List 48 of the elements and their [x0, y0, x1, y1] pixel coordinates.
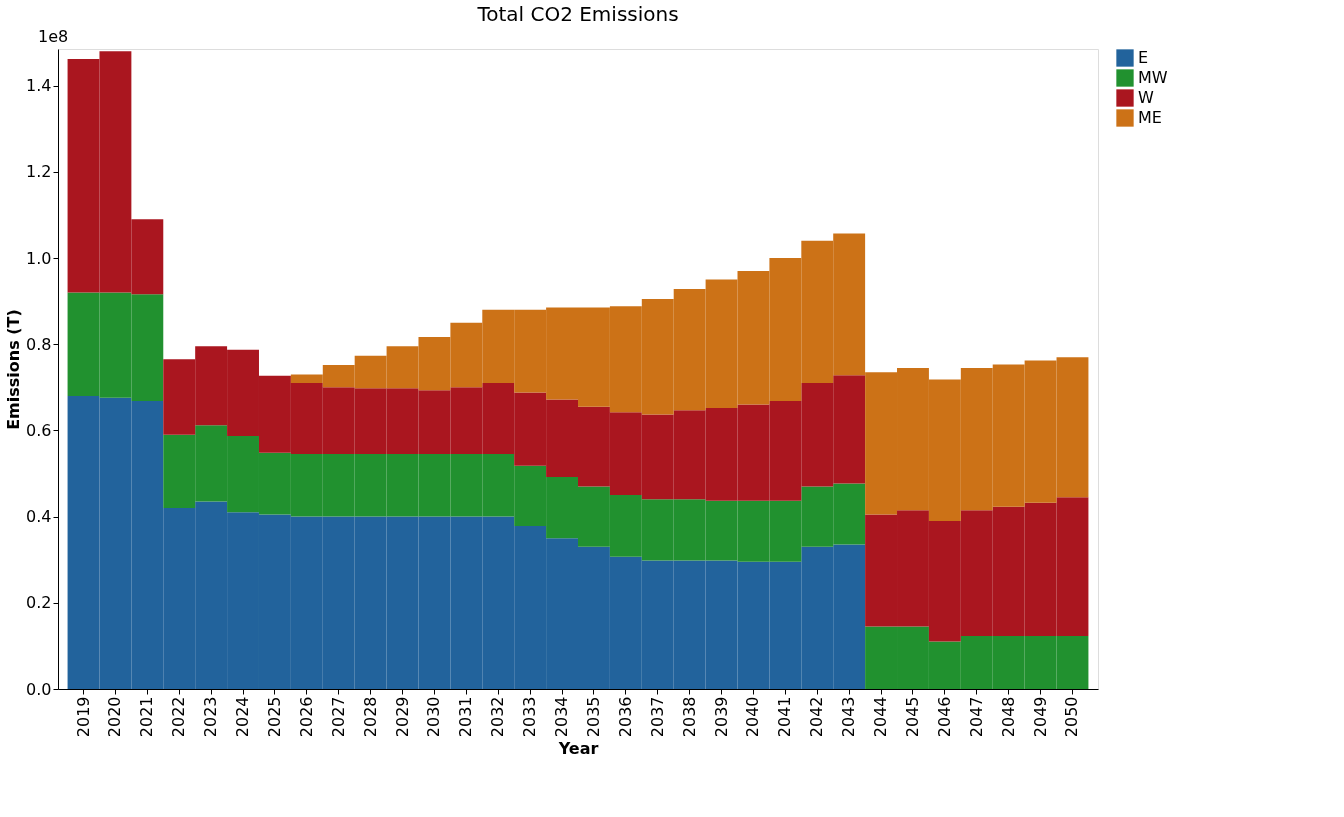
- y-tick-label: 0.0: [26, 679, 52, 699]
- x-tick-label: 2036: [615, 696, 635, 738]
- y-tick-label: 1.0: [26, 248, 52, 268]
- x-tick-label: 2046: [934, 696, 954, 738]
- x-tick-label: 2037: [647, 696, 667, 738]
- x-tick-label: 2043: [839, 696, 859, 738]
- x-tick-label: 2049: [1030, 696, 1050, 738]
- chart-title: Total CO2 Emissions: [476, 2, 679, 26]
- x-tick-label: 2031: [456, 696, 476, 738]
- x-tick-label: 2034: [552, 696, 572, 738]
- x-tick-label: 2038: [679, 696, 699, 738]
- x-tick-label: 2041: [775, 696, 795, 738]
- x-tick-label: 2050: [1062, 696, 1082, 738]
- y-tick-label: 0.4: [26, 507, 52, 527]
- legend-label: ME: [1138, 108, 1162, 127]
- x-tick-label: 2033: [520, 696, 540, 738]
- x-tick-label: 2044: [871, 696, 891, 738]
- y-tick-label: 0.6: [26, 420, 52, 440]
- x-tick-label: 2020: [105, 696, 125, 738]
- x-tick-label: 2019: [73, 696, 93, 738]
- x-tick-label: 2029: [392, 696, 412, 738]
- x-tick-label: 2025: [264, 696, 284, 738]
- legend-label: E: [1138, 48, 1149, 67]
- y-tick-label: 1.4: [26, 76, 52, 96]
- y-axis-title: Emissions (T): [4, 309, 24, 430]
- x-tick-label: 2027: [328, 696, 348, 738]
- legend-label: MW: [1138, 68, 1168, 87]
- y-tick-label: 0.8: [26, 334, 52, 354]
- y-tick-label: 0.2: [26, 593, 52, 613]
- legend-label: W: [1138, 88, 1154, 107]
- text: 1e8: [38, 27, 69, 46]
- x-tick-label: 2023: [201, 696, 221, 738]
- x-tick-label: 2048: [998, 696, 1018, 738]
- y-tick-label: 1.2: [26, 162, 52, 182]
- x-axis-title: Year: [557, 739, 599, 759]
- x-tick-label: 2026: [296, 696, 316, 738]
- x-tick-label: 2028: [360, 696, 380, 738]
- x-tick-label: 2021: [137, 696, 157, 738]
- x-tick-label: 2039: [711, 696, 731, 738]
- x-tick-label: 2045: [902, 696, 922, 738]
- x-tick-label: 2024: [233, 696, 253, 738]
- x-tick-label: 2035: [583, 696, 603, 738]
- x-tick-label: 2040: [743, 696, 763, 738]
- x-tick-label: 2022: [169, 696, 189, 738]
- x-tick-label: 2030: [424, 696, 444, 738]
- x-tick-label: 2042: [807, 696, 827, 738]
- x-tick-label: 2047: [966, 696, 986, 738]
- x-tick-label: 2032: [488, 696, 508, 738]
